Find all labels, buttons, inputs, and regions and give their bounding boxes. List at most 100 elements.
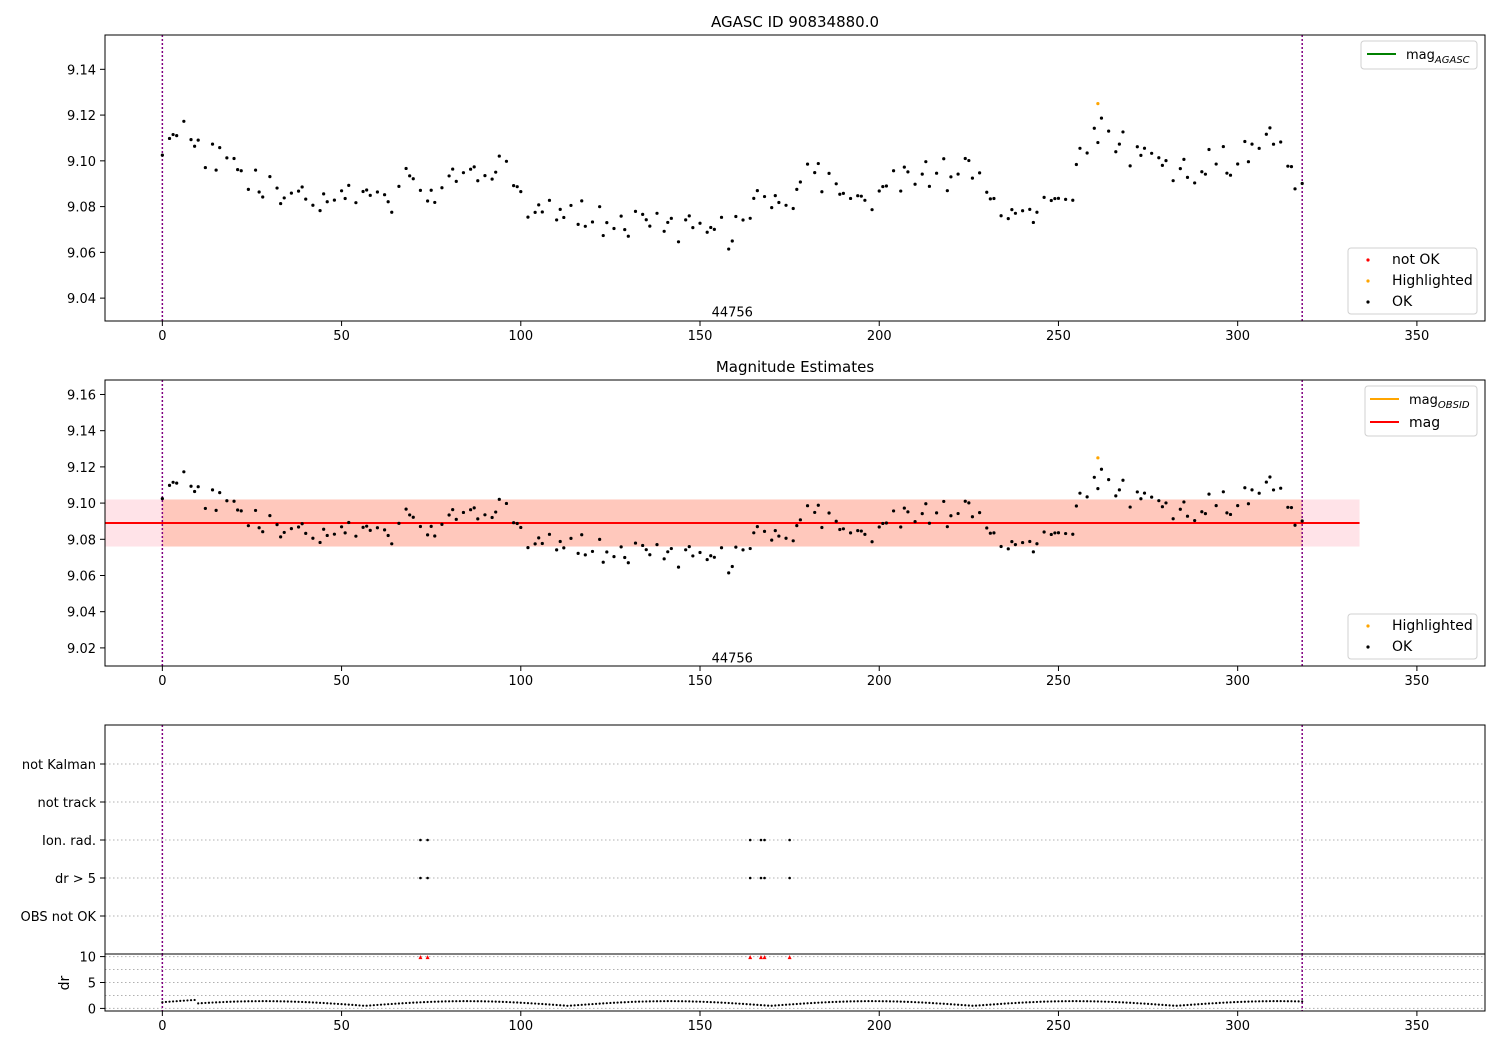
ok-point bbox=[885, 184, 888, 187]
ok-point bbox=[670, 217, 673, 220]
ok-point bbox=[648, 553, 651, 556]
ok-point bbox=[913, 520, 916, 523]
dr-point bbox=[1125, 1001, 1127, 1003]
ok-point bbox=[688, 545, 691, 548]
ok-point bbox=[562, 546, 565, 549]
ok-point bbox=[1075, 504, 1078, 507]
dr-point bbox=[387, 1003, 389, 1005]
ok-point bbox=[1032, 221, 1035, 224]
ok-point bbox=[1139, 497, 1142, 500]
ok-point bbox=[1035, 542, 1038, 545]
y-tick-label: 9.02 bbox=[67, 642, 96, 657]
dr-point bbox=[1215, 1002, 1217, 1004]
ok-point bbox=[326, 534, 329, 537]
ok-point bbox=[645, 548, 648, 551]
ok-point bbox=[1010, 540, 1013, 543]
dr-point bbox=[473, 1000, 475, 1002]
ok-point bbox=[971, 176, 974, 179]
legend-marker-highlighted-2 bbox=[1366, 624, 1369, 627]
dr-point bbox=[1129, 1002, 1131, 1004]
agasc-magnitude-panel: AGASC ID 90834880.0 0 50 100 150 200 250 300 35… bbox=[67, 13, 1485, 344]
dr-point bbox=[405, 1002, 407, 1004]
dr-point bbox=[391, 1003, 393, 1005]
ok-point bbox=[666, 221, 669, 224]
dr-point bbox=[362, 1005, 364, 1007]
x-tick-label: 150 bbox=[688, 329, 713, 344]
dr-point bbox=[358, 1004, 360, 1006]
dr-point bbox=[953, 1003, 955, 1005]
ok-point bbox=[992, 531, 995, 534]
dr-point bbox=[814, 1002, 816, 1004]
dr-point bbox=[1176, 1005, 1178, 1007]
dr-points bbox=[161, 955, 1303, 1007]
dr-point bbox=[1075, 1000, 1077, 1002]
dr-point bbox=[183, 1000, 185, 1002]
ok-point bbox=[512, 521, 515, 524]
ok-point bbox=[1164, 501, 1167, 504]
ok-point bbox=[172, 133, 175, 136]
ok-point bbox=[1007, 547, 1010, 550]
flags-panel: not Kalmannot trackIon. rad.dr > 5OBS no… bbox=[21, 725, 1486, 954]
dr-point bbox=[717, 1001, 719, 1003]
dr-point bbox=[627, 1001, 629, 1003]
ok-point bbox=[569, 204, 572, 207]
ok-point bbox=[440, 523, 443, 526]
legend-label-highlighted-2: Highlighted bbox=[1392, 618, 1473, 634]
ok-point bbox=[928, 522, 931, 525]
ok-point bbox=[204, 166, 207, 169]
dr-point bbox=[1068, 1000, 1070, 1002]
dr-point bbox=[842, 1000, 844, 1002]
ok-point bbox=[1121, 479, 1124, 482]
dr-point bbox=[1100, 1000, 1102, 1002]
dr-clipped-marker bbox=[426, 955, 430, 959]
dr-point bbox=[452, 1000, 454, 1002]
ok-point bbox=[1229, 513, 1232, 516]
dr-point bbox=[1154, 1003, 1156, 1005]
ok-point bbox=[1121, 130, 1124, 133]
dr-point bbox=[792, 1003, 794, 1005]
dr-point bbox=[258, 1000, 260, 1002]
ok-point bbox=[906, 170, 909, 173]
dr-point bbox=[1047, 1000, 1049, 1002]
dr-point bbox=[864, 1000, 866, 1002]
ok-point bbox=[655, 212, 658, 215]
ok-point bbox=[512, 184, 515, 187]
ok-point bbox=[706, 231, 709, 234]
ok-point bbox=[1021, 209, 1024, 212]
ok-point bbox=[430, 525, 433, 528]
dr-point bbox=[638, 1001, 640, 1003]
ok-point bbox=[505, 160, 508, 163]
ok-point bbox=[756, 525, 759, 528]
ok-point bbox=[734, 546, 737, 549]
dr-point bbox=[975, 1005, 977, 1007]
ok-point bbox=[254, 169, 257, 172]
ok-point bbox=[279, 202, 282, 205]
dr-point bbox=[287, 1000, 289, 1002]
flag-point bbox=[760, 839, 763, 842]
dr-point bbox=[265, 1000, 267, 1002]
dr-point bbox=[487, 1000, 489, 1002]
dr-point bbox=[760, 1004, 762, 1006]
ok-point bbox=[211, 488, 214, 491]
dr-point bbox=[290, 1000, 292, 1002]
ok-point bbox=[1286, 506, 1289, 509]
ok-point bbox=[813, 511, 816, 514]
ok-point bbox=[426, 533, 429, 536]
ok-point bbox=[476, 179, 479, 182]
dr-point bbox=[401, 1002, 403, 1004]
ok-point bbox=[577, 223, 580, 226]
ok-point bbox=[451, 508, 454, 511]
ok-point bbox=[817, 504, 820, 507]
ok-point bbox=[1107, 130, 1110, 133]
dr-point bbox=[724, 1002, 726, 1004]
legend-label-highlighted: Highlighted bbox=[1392, 273, 1473, 289]
ok-point bbox=[1161, 505, 1164, 508]
dr-point bbox=[326, 1002, 328, 1004]
dr-point bbox=[520, 1002, 522, 1004]
dr-clipped-marker bbox=[763, 955, 767, 959]
dr-point bbox=[1143, 1003, 1145, 1005]
ok-point bbox=[1265, 480, 1268, 483]
y-tick-label: 9.08 bbox=[67, 201, 96, 216]
ok-point bbox=[964, 157, 967, 160]
dr-y-label: dr bbox=[57, 975, 73, 990]
